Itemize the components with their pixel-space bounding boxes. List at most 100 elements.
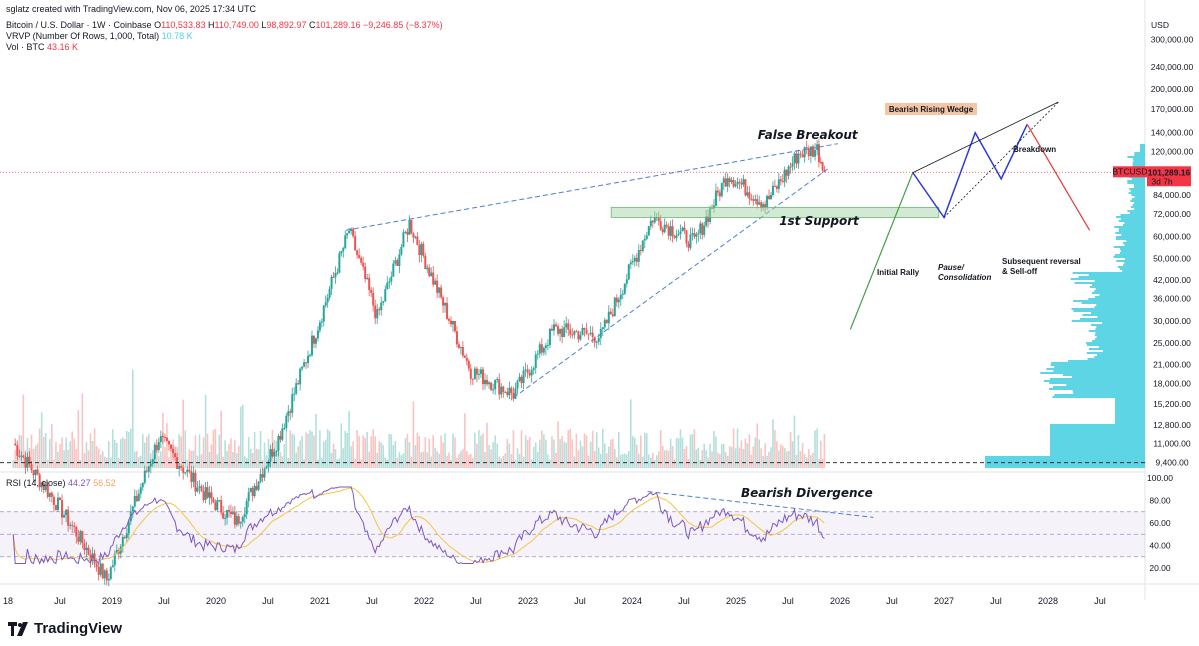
volume-bar	[711, 451, 713, 468]
candle-body	[492, 389, 495, 391]
candle-body	[342, 248, 345, 252]
volume-bar	[446, 455, 448, 468]
candle-body	[105, 570, 108, 581]
time-axis-tick: 2019	[102, 596, 122, 606]
candle-body	[328, 288, 331, 298]
volume-bar	[166, 423, 168, 468]
candle-body	[330, 276, 333, 289]
volume-bar	[644, 432, 646, 468]
candle-body	[479, 369, 482, 375]
candle-body	[188, 469, 191, 472]
candle-body	[635, 257, 638, 262]
profile-row	[1073, 392, 1145, 394]
candle-body	[334, 273, 337, 278]
profile-row	[1130, 206, 1145, 208]
candle-body	[766, 195, 769, 208]
volume-bar	[498, 456, 501, 468]
volume-value: 43.16 K	[47, 42, 79, 52]
volume-bar	[53, 459, 55, 468]
candle-body	[184, 472, 187, 474]
profile-row	[1130, 200, 1145, 202]
profile-row	[1050, 436, 1145, 438]
rsi-axis-tick: 20.00	[1149, 563, 1171, 573]
rsi-legend[interactable]: RSI (14, close) 44.27 56.52	[6, 478, 116, 488]
candle-body	[123, 537, 126, 539]
volume-bar	[648, 454, 650, 468]
profile-row	[1092, 284, 1145, 286]
candle-body	[597, 337, 600, 342]
candle-body	[663, 224, 666, 233]
symbol-title[interactable]: Bitcoin / U.S. Dollar · 1W · Coinbase	[6, 20, 152, 30]
candle-body	[486, 379, 489, 385]
profile-row	[1134, 152, 1145, 154]
vrvp-legend[interactable]: VRVP (Number Of Rows, 1,000, Total) 10.7…	[6, 31, 193, 41]
price-axis-tick: 200,000.00	[1151, 84, 1194, 94]
volume-bar	[206, 433, 209, 468]
profile-row	[1089, 286, 1145, 288]
volume-bar	[432, 435, 434, 468]
volume-bar	[754, 437, 757, 468]
candle-body	[801, 154, 804, 158]
candle-body	[200, 486, 203, 492]
candle-body	[440, 287, 443, 298]
candle-body	[703, 225, 706, 235]
volume-bar	[321, 457, 323, 468]
candle-body	[52, 496, 55, 506]
volume-bar	[140, 455, 142, 468]
profile-row	[1134, 196, 1145, 198]
volume-bar	[685, 445, 688, 468]
candle-body	[265, 466, 268, 469]
candle-body	[716, 190, 719, 193]
volume-bar	[44, 433, 47, 468]
candle-body	[625, 279, 628, 284]
volume-bar	[378, 441, 381, 468]
volume-bar	[241, 404, 244, 468]
candle-body	[607, 311, 610, 324]
candle-body	[506, 392, 509, 396]
rsi-axis-tick: 60.00	[1149, 518, 1171, 528]
candle-body	[643, 238, 646, 241]
candle-body	[693, 233, 696, 237]
candle-body	[16, 445, 19, 456]
candle-body	[202, 491, 205, 501]
volume-legend[interactable]: Vol · BTC 43.16 K	[6, 42, 79, 52]
volume-bar	[97, 448, 100, 468]
candle-body	[645, 235, 648, 239]
volume-bar	[636, 444, 638, 468]
candle-body	[198, 486, 201, 488]
profile-row	[1050, 454, 1145, 456]
candle-body	[797, 153, 800, 164]
candle-body	[406, 231, 409, 235]
candle-body	[621, 293, 624, 295]
volume-bar	[816, 428, 818, 468]
candle-body	[502, 386, 505, 393]
volume-bar	[390, 434, 393, 468]
volume-bar	[247, 436, 250, 468]
false-breakout-label: False Breakout	[758, 128, 859, 142]
profile-row	[1050, 428, 1145, 430]
candle-body	[135, 495, 138, 502]
candle-body	[777, 179, 780, 189]
candle-body	[190, 471, 193, 482]
candle-body	[623, 283, 626, 294]
candle-body	[438, 287, 441, 293]
candle-body	[817, 144, 820, 163]
candle-body	[131, 506, 134, 512]
volume-bar	[406, 434, 409, 468]
candle-body	[742, 179, 745, 185]
profile-row	[1050, 438, 1145, 440]
divergence-line	[647, 491, 874, 518]
volume-bar	[144, 442, 146, 468]
volume-bar	[366, 431, 368, 468]
candle-body	[488, 382, 491, 385]
volume-bar	[610, 439, 612, 468]
volume-bar	[376, 453, 378, 468]
candle-body	[151, 459, 154, 464]
candle-body	[518, 376, 521, 382]
candle-body	[448, 318, 451, 321]
tradingview-logo[interactable]: TradingView	[8, 620, 122, 637]
volume-bar	[518, 453, 521, 468]
candle-body	[241, 517, 244, 522]
candle-body	[350, 228, 353, 232]
volume-bar	[543, 434, 545, 468]
